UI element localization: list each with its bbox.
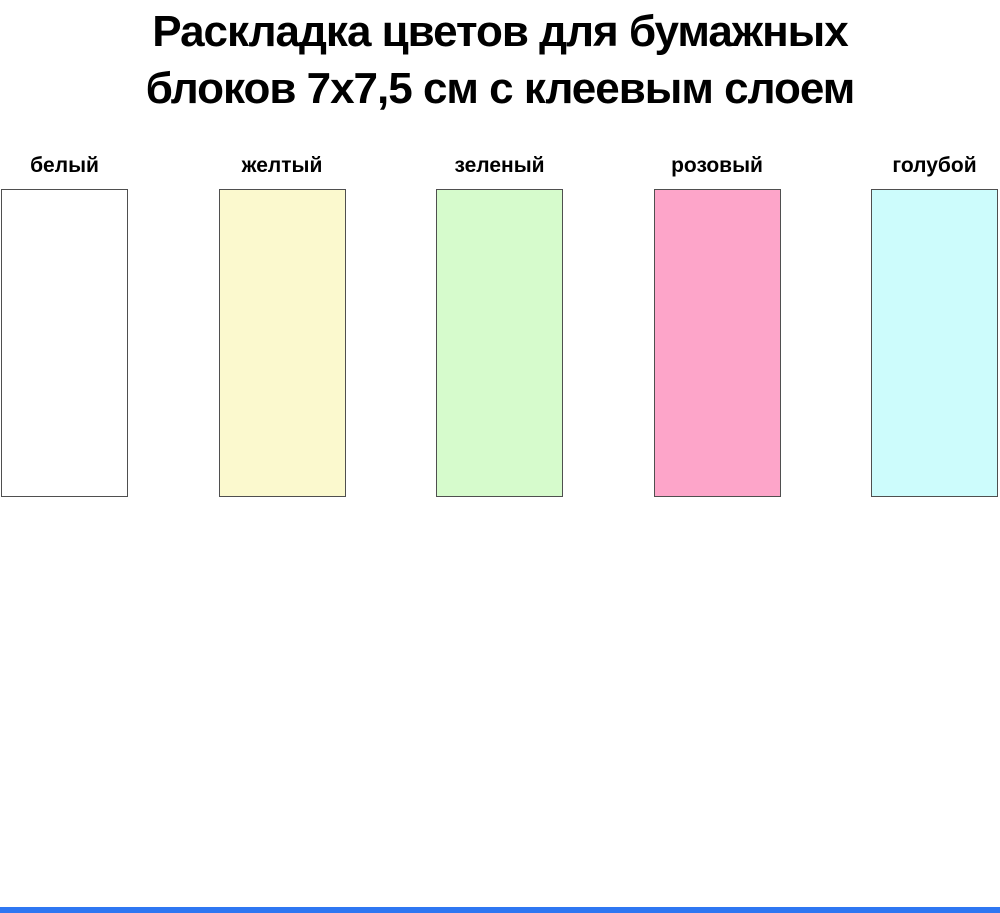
swatch-column-yellow: желтый: [218, 153, 346, 497]
color-swatch: [653, 189, 781, 497]
swatch-column-white: белый: [1, 153, 128, 497]
swatch-label: розовый: [671, 154, 763, 177]
color-swatch: [218, 189, 346, 497]
color-swatch: [436, 189, 563, 497]
color-swatch: [1, 189, 128, 497]
swatch-label: голубой: [892, 154, 977, 177]
page-title-line-2: блоков 7х7,5 см с клеевым слоем: [145, 64, 856, 113]
swatch-column-blue: голубой: [871, 153, 998, 497]
swatch-column-pink: розовый: [653, 153, 781, 497]
swatch-column-green: зеленый: [436, 153, 563, 497]
color-swatch: [871, 189, 998, 497]
swatch-label: зеленый: [454, 154, 545, 177]
bottom-edge-bar: [0, 907, 1000, 913]
page-title: Раскладка цветов для бумажных блоков 7х7…: [0, 3, 1000, 117]
swatch-row: белый желтый зеленый розовый голубой: [1, 153, 998, 497]
swatch-label: желтый: [241, 154, 323, 177]
swatch-label: белый: [30, 154, 99, 177]
page-title-line-1: Раскладка цветов для бумажных: [152, 7, 848, 56]
